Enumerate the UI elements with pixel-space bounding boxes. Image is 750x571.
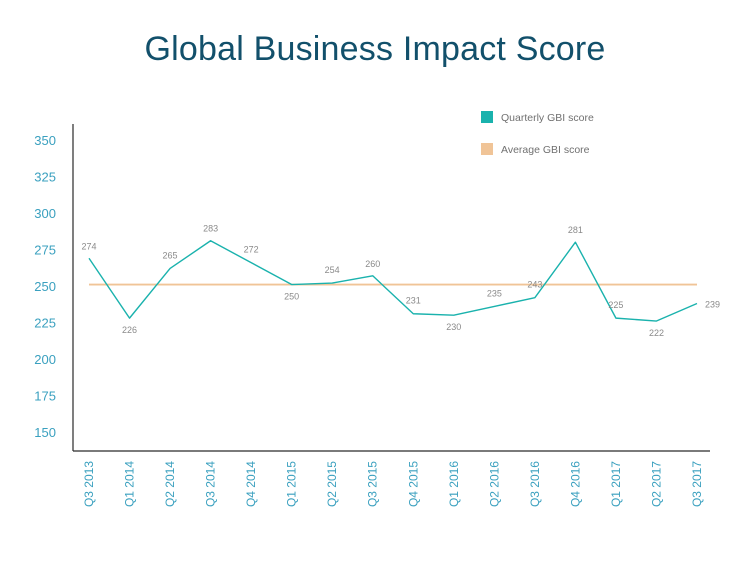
x-tick-label: Q3 2015 bbox=[366, 461, 380, 507]
data-label: 235 bbox=[487, 288, 502, 298]
y-axis-ticks: 150 175 200 225 250 275 300 325 350 bbox=[34, 133, 56, 440]
data-label: 274 bbox=[81, 241, 96, 251]
x-tick-label: Q2 2017 bbox=[649, 461, 663, 507]
y-tick-label: 175 bbox=[34, 389, 56, 404]
y-tick-label: 200 bbox=[34, 352, 56, 367]
y-tick-label: 325 bbox=[34, 170, 56, 185]
x-tick-label: Q3 2017 bbox=[690, 461, 704, 507]
y-tick-label: 300 bbox=[34, 206, 56, 221]
x-axis-ticks: Q3 2013 Q1 2014 Q2 2014 Q3 2014 Q4 2014 Q1 20… bbox=[82, 461, 704, 507]
y-tick-label: 275 bbox=[34, 243, 56, 258]
data-label: 225 bbox=[608, 300, 623, 310]
legend-label-average: Average GBI score bbox=[501, 144, 590, 156]
x-tick-label: Q2 2016 bbox=[487, 461, 501, 507]
x-tick-label: Q1 2014 bbox=[123, 461, 137, 507]
data-label: 231 bbox=[406, 296, 421, 306]
data-labels: 274 226 265 283 272 250 254 260 231 230 235 243 281 2… bbox=[81, 224, 720, 338]
axes bbox=[72, 124, 710, 452]
series-layer bbox=[88, 240, 698, 322]
series-line-quarterly bbox=[88, 240, 698, 322]
data-label: 222 bbox=[649, 328, 664, 338]
data-label: 281 bbox=[568, 225, 583, 235]
x-tick-label: Q3 2013 bbox=[82, 461, 96, 507]
x-tick-label: Q1 2017 bbox=[609, 461, 623, 507]
data-label: 283 bbox=[203, 224, 218, 234]
legend-swatch-average bbox=[481, 143, 493, 155]
x-tick-label: Q2 2015 bbox=[325, 461, 339, 507]
data-label: 250 bbox=[284, 292, 299, 302]
data-label: 272 bbox=[244, 245, 259, 255]
x-tick-label: Q4 2015 bbox=[406, 461, 420, 507]
data-label: 265 bbox=[163, 250, 178, 260]
x-tick-label: Q4 2016 bbox=[568, 461, 582, 507]
x-tick-label: Q2 2014 bbox=[163, 461, 177, 507]
x-tick-label: Q3 2016 bbox=[528, 461, 542, 507]
x-tick-label: Q4 2014 bbox=[244, 461, 258, 507]
legend: Quarterly GBI score Average GBI score bbox=[481, 111, 594, 156]
y-tick-label: 150 bbox=[34, 425, 56, 440]
data-label: 226 bbox=[122, 325, 137, 335]
x-tick-label: Q3 2014 bbox=[204, 461, 218, 507]
legend-label-quarterly: Quarterly GBI score bbox=[501, 112, 594, 124]
x-tick-label: Q1 2015 bbox=[285, 461, 299, 507]
y-tick-label: 225 bbox=[34, 316, 56, 331]
data-label: 254 bbox=[325, 265, 340, 275]
chart-title: Global Business Impact Score bbox=[144, 30, 606, 68]
x-tick-label: Q1 2016 bbox=[447, 461, 461, 507]
data-label: 230 bbox=[446, 322, 461, 332]
data-label: 260 bbox=[365, 259, 380, 269]
data-label: 243 bbox=[527, 280, 542, 290]
y-tick-label: 250 bbox=[34, 279, 56, 294]
legend-swatch-quarterly bbox=[481, 111, 493, 123]
data-label: 239 bbox=[705, 300, 720, 310]
y-tick-label: 350 bbox=[34, 133, 56, 148]
